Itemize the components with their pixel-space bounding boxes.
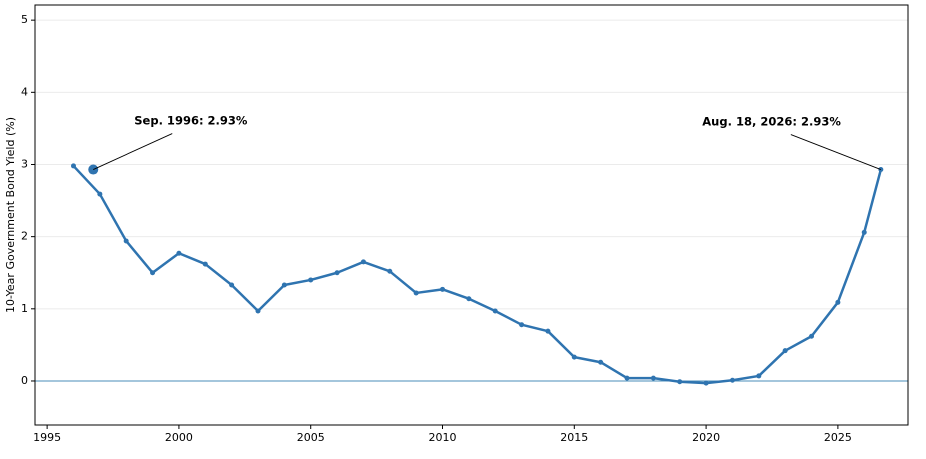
- y-axis-label: 10-Year Government Bond Yield (%): [4, 117, 17, 313]
- data-point: [281, 282, 287, 288]
- x-tick-label: 2000: [165, 431, 193, 444]
- x-tick-label: 2020: [692, 431, 720, 444]
- data-point: [756, 373, 762, 379]
- data-point: [150, 270, 156, 276]
- data-point: [123, 238, 129, 244]
- data-point: [571, 354, 577, 360]
- data-point: [624, 375, 630, 381]
- data-point: [308, 277, 314, 283]
- data-point: [360, 259, 366, 265]
- data-point: [782, 348, 788, 354]
- annotation-arrow: [93, 133, 173, 170]
- data-point: [334, 270, 340, 276]
- y-tick-label: 5: [21, 13, 28, 26]
- data-point: [809, 333, 815, 339]
- data-point: [861, 229, 867, 235]
- annotation: Sep. 1996: 2.93%: [134, 114, 248, 128]
- data-point: [650, 375, 656, 381]
- y-tick-label: 4: [21, 85, 28, 98]
- plot-frame: [34, 4, 909, 426]
- data-point: [97, 191, 103, 197]
- data-point: [492, 308, 498, 314]
- data-point: [440, 286, 446, 292]
- data-point: [703, 380, 709, 386]
- data-point: [545, 328, 551, 334]
- data-point: [387, 268, 393, 274]
- x-tick-label: 2015: [560, 431, 588, 444]
- y-tick-label: 0: [21, 374, 28, 387]
- data-point: [519, 322, 525, 328]
- x-tick-label: 2025: [824, 431, 852, 444]
- x-tick-label: 1995: [33, 431, 61, 444]
- data-point: [677, 379, 683, 385]
- x-tick-label: 2010: [429, 431, 457, 444]
- data-point: [229, 282, 235, 288]
- annotation: Aug. 18, 2026: 2.93%: [702, 115, 841, 129]
- data-point: [70, 163, 76, 169]
- y-tick-label: 3: [21, 157, 28, 170]
- data-point: [176, 250, 182, 256]
- y-tick-label: 1: [21, 302, 28, 315]
- data-point: [255, 308, 261, 314]
- data-point: [598, 359, 604, 365]
- annotation-arrow: [790, 134, 882, 170]
- series-line: [72, 165, 883, 385]
- data-point: [835, 299, 841, 305]
- data-point: [202, 261, 208, 267]
- data-point: [729, 377, 735, 383]
- x-tick-label: 2005: [297, 431, 325, 444]
- y-tick-label: 2: [21, 230, 28, 243]
- data-point: [413, 290, 419, 296]
- data-point: [466, 296, 472, 302]
